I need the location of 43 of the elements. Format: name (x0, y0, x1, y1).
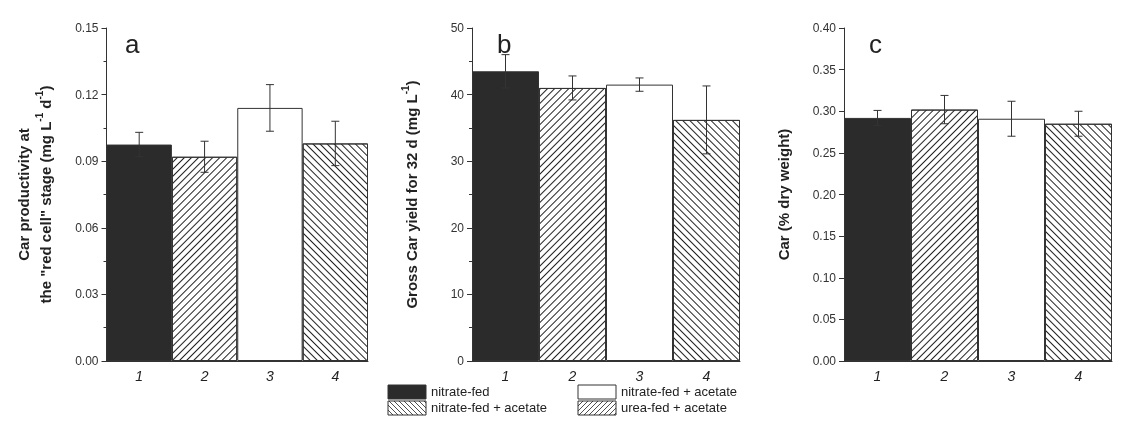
x-tick-label: 2 (939, 368, 949, 384)
y-tick-label: 0.35 (812, 62, 837, 77)
y-tick-label: 0.40 (812, 21, 837, 35)
x-tick-label: 3 (1007, 368, 1016, 384)
y-axis-title: Car productivity at the "red cell" stage (mg L-1 d-1) (15, 85, 54, 304)
x-tick-label: 1 (501, 368, 510, 384)
x-tick-label: 2 (567, 368, 577, 384)
y-tick-label: 0.25 (812, 145, 837, 160)
chart-title: b (497, 29, 512, 59)
y-tick-label: 0.15 (812, 229, 837, 244)
y-tick-label: 0 (457, 354, 465, 368)
y-tick-label: 0.05 (812, 312, 837, 327)
x-tick-label: 1 (135, 368, 144, 384)
chart-title: c (869, 29, 882, 59)
y-axis-title: Car (% dry weight) (774, 128, 792, 261)
y-tick-label: 0.30 (812, 104, 837, 119)
y-tick-label: 10 (450, 287, 465, 302)
y-tick-label: 40 (450, 87, 465, 102)
chart-title: a (125, 29, 140, 59)
x-tick-label: 4 (702, 368, 711, 384)
y-tick-label: 0.10 (812, 270, 837, 285)
y-tick-label: 0.03 (75, 287, 99, 302)
x-tick-label: 1 (873, 368, 882, 384)
x-tick-label: 3 (635, 368, 644, 384)
y-axis-title: Gross Car yield for 32 d (mg L-1) (399, 80, 420, 309)
x-tick-label: 4 (331, 368, 340, 384)
y-tick-label: 20 (450, 220, 465, 235)
y-tick-label: 0.06 (75, 220, 99, 235)
y-tick-label: 50 (450, 21, 465, 35)
x-tick-label: 4 (1074, 368, 1083, 384)
y-tick-label: 0.00 (812, 354, 837, 368)
y-tick-label: 0.15 (75, 21, 99, 35)
legend-label: nitrate-fed (431, 384, 490, 399)
x-tick-label: 3 (266, 368, 275, 384)
legend-label: nitrate-fed + acetate (621, 384, 737, 399)
legend-label: nitrate-fed + acetate (431, 400, 547, 415)
y-tick-label: 30 (450, 154, 465, 169)
y-tick-label: 0.00 (75, 354, 99, 368)
y-tick-label: 0.09 (75, 154, 99, 169)
legend-label: urea-fed + acetate (621, 400, 727, 415)
y-tick-label: 0.12 (75, 87, 99, 102)
x-tick-label: 2 (199, 368, 209, 384)
y-tick-label: 0.20 (812, 187, 837, 202)
